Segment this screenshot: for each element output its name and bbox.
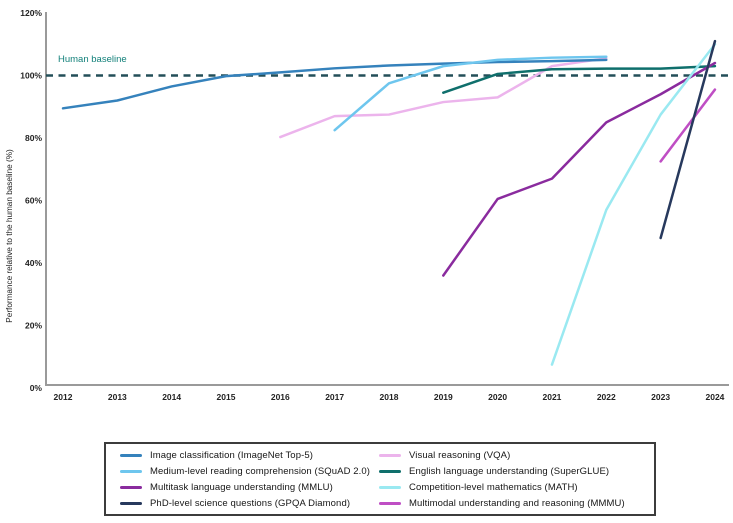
y-axis-tick-labels: 0% 20% 40% 60% 80% 100% 120% [20,8,42,393]
series-line-7 [659,88,717,163]
legend-label-vqa: Visual reasoning (VQA) [409,449,511,461]
y-tick-label: 20% [25,321,42,331]
legend-swatch-imagenet [120,453,142,457]
y-tick-label: 100% [20,71,42,81]
y-tick-label: 60% [25,196,42,206]
axes [45,12,729,386]
series-line-2 [442,61,717,277]
legend-label-gpqa: PhD-level science questions (GPQA Diamon… [150,497,351,509]
x-tick-label: 2016 [271,392,290,402]
legend-label-mmlu: Multitask language understanding (MMLU) [150,481,333,493]
x-tick-label: 2015 [217,392,236,402]
y-tick-label: 80% [25,133,42,143]
legend-swatch-math [379,485,402,489]
legend-column-1: Image classification (ImageNet Top-5) Me… [120,447,379,511]
x-tick-label: 2014 [162,392,181,402]
legend-swatch-vqa [379,453,402,457]
chart-legend: Image classification (ImageNet Top-5) Me… [104,442,656,516]
legend-swatch-gpqa [120,501,142,505]
legend-label-math: Competition-level mathematics (MATH) [409,481,578,493]
x-tick-label: 2023 [651,392,670,402]
series-line-1 [333,55,608,132]
performance-chart-figure: Performance relative to the human baseli… [5,8,729,402]
legend-label-superglue: English language understanding (SuperGLU… [409,465,610,477]
series-line-4 [279,57,608,139]
legend-item-superglue: English language understanding (SuperGLU… [379,463,644,479]
legend-item-gpqa: PhD-level science questions (GPQA Diamon… [120,495,379,511]
legend-column-2: Visual reasoning (VQA) English language … [379,447,644,511]
legend-label-imagenet: Image classification (ImageNet Top-5) [150,449,313,461]
y-axis-title: Performance relative to the human baseli… [5,149,14,323]
y-tick-label: 0% [30,383,43,393]
x-tick-label: 2021 [543,392,562,402]
legend-item-math: Competition-level mathematics (MATH) [379,479,644,495]
x-tick-label: 2018 [380,392,399,402]
x-tick-label: 2020 [488,392,507,402]
performance-line-chart: Performance relative to the human baseli… [5,8,729,402]
series-line-3 [659,39,717,240]
series-line-0 [61,58,608,110]
x-tick-label: 2022 [597,392,616,402]
x-tick-label: 2013 [108,392,127,402]
series-line-6 [550,43,717,366]
x-tick-label: 2017 [325,392,344,402]
legend-swatch-mmlu [120,485,142,489]
legend-item-mmlu: Multitask language understanding (MMLU) [120,479,379,495]
x-axis-tick-labels: 2012 2013 2014 2015 2016 2017 2018 2019 2020 2021… [54,392,725,402]
legend-label-squad: Medium-level reading comprehension (SQuA… [150,465,371,477]
y-tick-label: 120% [20,8,42,18]
x-tick-label: 2012 [54,392,73,402]
series-lines [61,39,717,366]
y-tick-label: 40% [25,258,42,268]
legend-swatch-mmmu [379,501,402,505]
x-tick-label: 2019 [434,392,453,402]
legend-item-squad: Medium-level reading comprehension (SQuA… [120,463,379,479]
legend-label-mmmu: Multimodal understanding and reasoning (… [409,497,625,509]
legend-item-imagenet: Image classification (ImageNet Top-5) [120,447,379,463]
x-tick-label: 2024 [705,392,724,402]
human-baseline-label: Human baseline [58,54,127,65]
legend-swatch-superglue [379,469,402,473]
series-line-5 [442,64,717,94]
legend-item-vqa: Visual reasoning (VQA) [379,447,644,463]
legend-item-mmmu: Multimodal understanding and reasoning (… [379,495,644,511]
legend-swatch-squad [120,469,142,473]
